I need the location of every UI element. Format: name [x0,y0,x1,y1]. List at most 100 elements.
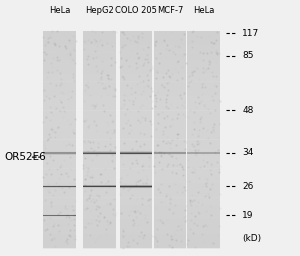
Bar [83,147,116,154]
Bar [43,154,76,155]
Bar [83,151,116,152]
Bar [43,217,76,218]
Bar [83,227,116,234]
Bar [120,103,152,111]
Bar [43,30,76,248]
Bar [187,234,220,241]
Bar [154,227,186,234]
Bar [187,52,220,60]
Bar [154,30,186,38]
Bar [43,176,76,183]
Bar [154,154,186,155]
Bar [43,187,76,188]
Bar [43,125,76,132]
Text: 34: 34 [242,148,254,157]
Bar [154,110,186,118]
Bar [83,67,116,74]
Bar [83,183,116,190]
Bar [187,219,220,227]
Bar [43,227,76,234]
Bar [43,110,76,118]
Bar [187,152,220,153]
Bar [154,168,186,176]
Bar [83,205,116,212]
Bar [43,153,76,154]
Bar [83,125,116,132]
Bar [120,188,152,189]
Bar [83,150,116,151]
Bar [43,154,76,155]
Bar [83,185,116,186]
Bar [187,154,220,155]
Bar [43,184,76,185]
Bar [154,103,186,111]
Bar [120,140,152,147]
Bar [154,154,186,162]
Bar [83,188,116,189]
Bar [120,205,152,212]
Bar [187,74,220,82]
Bar [187,197,220,205]
Bar [83,155,116,156]
Bar [83,241,116,249]
Bar [83,52,116,60]
Bar [187,140,220,147]
Bar [187,153,220,154]
Bar [83,190,116,198]
Bar [43,188,76,189]
Bar [154,161,186,169]
Bar [83,185,116,186]
Text: 26: 26 [242,182,254,191]
Bar [83,186,116,187]
Bar [120,189,152,190]
Bar [43,186,76,187]
Bar [43,103,76,111]
Bar [43,197,76,205]
Bar [120,187,152,188]
Bar [187,30,220,38]
Bar [43,150,76,151]
Bar [83,45,116,52]
Bar [43,45,76,52]
Bar [187,190,220,198]
Bar [120,60,152,67]
Bar [120,153,152,154]
Bar [83,154,116,155]
Bar [154,151,186,152]
Bar [187,155,220,156]
Bar [154,89,186,96]
Bar [43,234,76,241]
Bar [187,81,220,89]
Bar [120,161,152,169]
Bar [120,156,152,157]
Bar [120,147,152,154]
Bar [83,81,116,89]
Bar [83,219,116,227]
Bar [187,118,220,125]
Bar [83,152,116,153]
Bar [120,154,152,155]
Bar [83,153,116,154]
Bar [187,96,220,103]
Bar [83,103,116,111]
Text: 85: 85 [242,51,254,60]
Bar [120,197,152,205]
Bar [43,205,76,212]
Bar [83,149,116,150]
Bar [187,176,220,183]
Bar [120,151,152,152]
Bar [83,183,116,184]
Bar [83,60,116,67]
Bar [83,184,116,185]
Bar [120,241,152,249]
Bar [120,52,152,60]
Bar [43,96,76,103]
Bar [120,30,152,248]
Bar [120,190,152,198]
Bar [83,176,116,183]
Bar [154,197,186,205]
Bar [120,74,152,82]
Bar [83,30,116,248]
Bar [187,168,220,176]
Bar [187,110,220,118]
